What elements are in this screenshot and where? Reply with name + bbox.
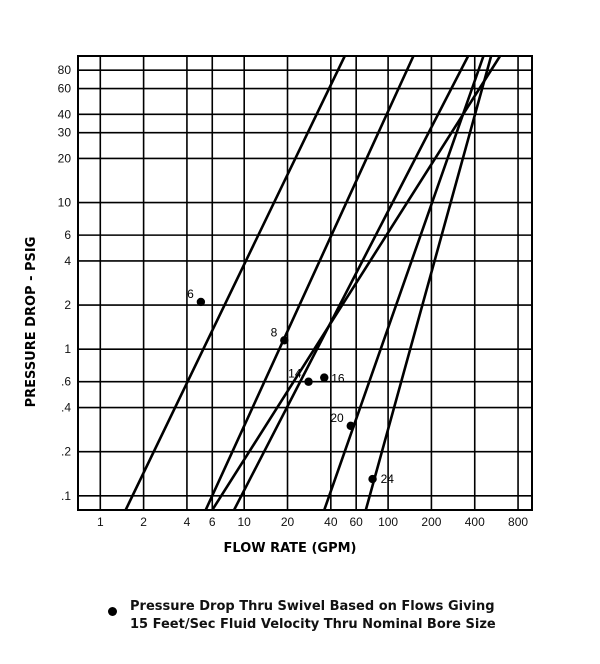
legend-bullet-icon [108, 607, 117, 616]
y-tick-label: .1 [61, 489, 71, 503]
x-tick-label: 10 [238, 515, 252, 529]
y-tick-label: .6 [61, 375, 71, 389]
series-marker-20 [346, 421, 355, 431]
y-tick-label: 1 [64, 342, 71, 356]
y-tick-label: .2 [61, 445, 71, 459]
x-tick-label: 800 [508, 515, 528, 529]
series-marker-24 [368, 474, 377, 484]
x-axis-title: FLOW RATE (GPM) [224, 541, 357, 556]
y-tick-label: 20 [58, 151, 72, 165]
series-label-16: 16 [331, 372, 345, 386]
x-tick-label: 200 [421, 515, 441, 529]
x-tick-label: 2 [140, 515, 147, 529]
x-tick-label: 60 [349, 515, 363, 529]
y-tick-label: 10 [58, 196, 72, 210]
legend-line-1: Pressure Drop Thru Swivel Based on Flows… [130, 599, 495, 614]
x-tick-label: 40 [324, 515, 338, 529]
plot-frame [77, 55, 533, 511]
series-label-24: 24 [381, 472, 395, 486]
series-line-8 [204, 56, 415, 510]
y-tick-label: 2 [64, 298, 71, 312]
y-tick-label: 30 [58, 126, 72, 140]
series-line-24 [364, 56, 493, 510]
y-tick-label: 60 [58, 82, 72, 96]
x-tick-label: 400 [465, 515, 485, 529]
series-line-20 [322, 56, 485, 510]
x-tick-label: 6 [209, 515, 216, 529]
legend-text: Pressure Drop Thru Swivel Based on Flows… [130, 598, 528, 634]
y-tick-label: .4 [61, 401, 71, 415]
y-tick-label: 80 [58, 63, 72, 77]
x-tick-label: 1 [97, 515, 104, 529]
y-tick-label: 4 [64, 254, 71, 268]
x-tick-label: 4 [184, 515, 191, 529]
series-marker-14 [304, 377, 313, 386]
series-label-20: 20 [330, 411, 344, 425]
series-line-16 [210, 56, 502, 510]
chart-legend: Pressure Drop Thru Swivel Based on Flows… [108, 598, 528, 634]
series-label-8: 8 [271, 325, 278, 339]
x-tick-label: 100 [378, 515, 398, 529]
series-line-14 [232, 56, 470, 510]
series-label-6: 6 [187, 287, 194, 301]
series-marker-6 [196, 297, 206, 307]
y-tick-label: 6 [64, 228, 71, 242]
series-marker-16 [320, 373, 329, 382]
series-line-6 [124, 56, 347, 510]
y-tick-label: 40 [58, 107, 72, 121]
y-axis-title: PRESSURE DROP - PSIG [24, 237, 39, 408]
x-tick-label: 20 [281, 515, 295, 529]
series-marker-8 [280, 336, 289, 345]
series-label-14: 14 [288, 367, 302, 381]
legend-line-2: 15 Feet/Sec Fluid Velocity Thru Nominal … [130, 617, 496, 632]
